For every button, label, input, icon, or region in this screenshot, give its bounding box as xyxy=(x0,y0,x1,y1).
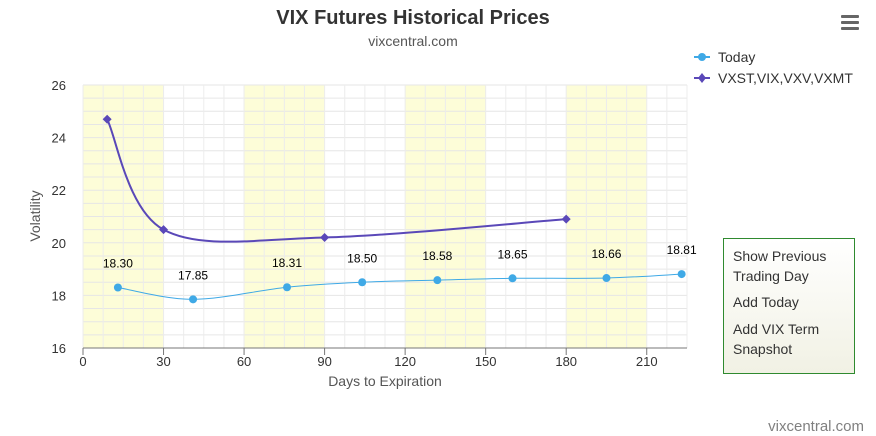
data-point xyxy=(113,283,122,292)
series-layer xyxy=(102,114,686,304)
y-tick-label: 18 xyxy=(52,288,66,303)
y-tick-label: 26 xyxy=(52,78,66,93)
series-line xyxy=(106,118,567,243)
data-point xyxy=(508,274,517,283)
data-label: 18.81 xyxy=(667,243,697,257)
y-tick-label: 22 xyxy=(52,183,66,198)
data-point xyxy=(320,233,330,243)
legend-item-today[interactable]: Today xyxy=(694,49,755,65)
data-point xyxy=(561,214,571,224)
x-tick-label: 0 xyxy=(79,354,86,369)
data-label: 18.30 xyxy=(103,257,133,271)
data-label: 17.85 xyxy=(178,268,208,282)
data-point xyxy=(677,270,686,279)
data-point xyxy=(189,295,198,304)
menu-bar-top xyxy=(841,15,859,18)
chart-title: VIX Futures Historical Prices xyxy=(276,7,549,29)
y-tick-label: 16 xyxy=(52,341,66,356)
legend-label-term: VXST,VIX,VXV,VXMT xyxy=(718,70,853,86)
y-tick-label: 24 xyxy=(52,131,66,146)
x-tick-label: 180 xyxy=(555,354,577,369)
x-axis-title: Days to Expiration xyxy=(328,373,442,389)
data-point xyxy=(102,114,112,124)
axes: 0 30 60 90 120 150 180 210 16 18 20 22 24 26 xyxy=(52,78,687,369)
legend-label-today: Today xyxy=(718,49,755,65)
legend-marker-today xyxy=(698,53,706,61)
x-tick-label: 210 xyxy=(636,354,658,369)
y-axis-title: Volatility xyxy=(27,190,43,241)
data-label: 18.31 xyxy=(272,256,302,270)
chart-subtitle: vixcentral.com xyxy=(368,33,457,49)
data-label: 18.50 xyxy=(347,251,377,265)
series-line xyxy=(117,273,682,300)
data-point xyxy=(283,283,292,292)
x-tick-label: 30 xyxy=(156,354,170,369)
legend-marker-term xyxy=(698,73,706,83)
menu-item-add-today[interactable]: Add Today xyxy=(733,294,799,310)
context-menu: Show Previous Trading Day Add Today Add … xyxy=(723,238,855,374)
x-tick-label: 120 xyxy=(394,354,416,369)
menu-item-add-vix-term-snapshot[interactable]: Add VIX Term Snapshot xyxy=(733,320,820,357)
x-tick-label: 90 xyxy=(317,354,331,369)
x-tick-label: 60 xyxy=(237,354,251,369)
data-point xyxy=(433,276,442,285)
data-labels: 18.30 17.85 18.31 18.50 18.58 18.65 18.66 18.81 xyxy=(103,243,697,282)
data-point xyxy=(358,278,367,287)
data-label: 18.58 xyxy=(422,249,452,263)
menu-bar-bottom xyxy=(841,27,859,30)
menu-bar-middle xyxy=(841,21,859,24)
hamburger-icon[interactable] xyxy=(836,10,864,34)
x-tick-label: 150 xyxy=(475,354,497,369)
y-tick-label: 20 xyxy=(52,236,66,251)
data-label: 18.66 xyxy=(591,247,621,261)
data-point xyxy=(602,274,611,283)
grid-lines xyxy=(82,84,688,349)
legend: Today VXST,VIX,VXV,VXMT xyxy=(694,49,853,86)
menu-item-show-previous-trading-day[interactable]: Show Previous Trading Day xyxy=(733,248,827,284)
credit-link[interactable]: vixcentral.com xyxy=(768,418,864,435)
legend-item-term[interactable]: VXST,VIX,VXV,VXMT xyxy=(694,70,853,86)
data-label: 18.65 xyxy=(497,247,527,261)
data-point xyxy=(159,225,169,235)
